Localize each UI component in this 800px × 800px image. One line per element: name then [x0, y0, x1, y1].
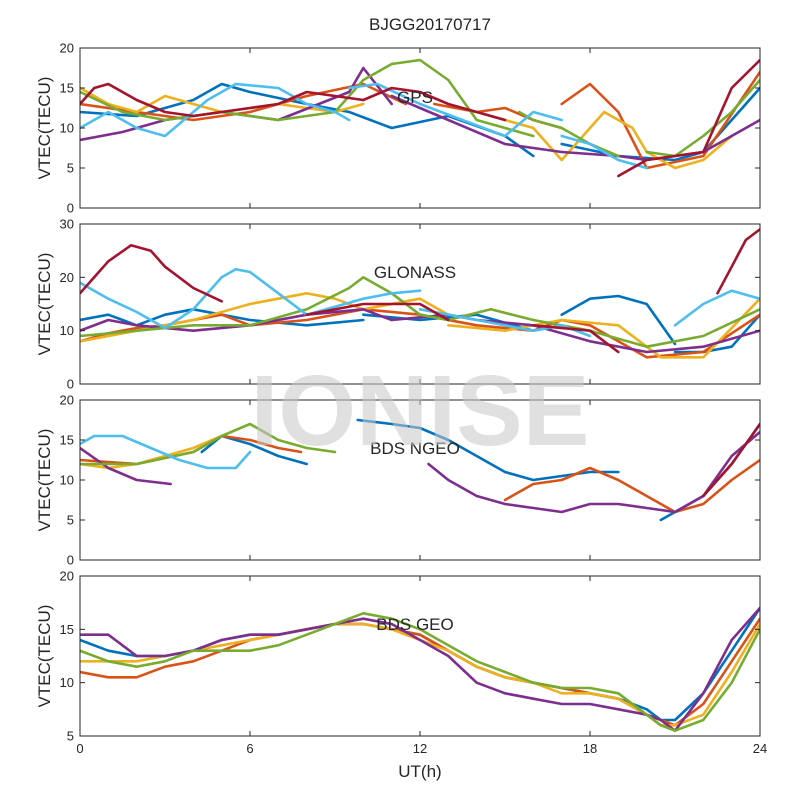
series-line-17	[673, 289, 760, 327]
panel-label: GLONASS	[374, 263, 456, 282]
series-line-10	[701, 422, 760, 498]
series-line-15	[347, 82, 564, 138]
y-tick-label: 20	[60, 569, 74, 584]
series-line-9	[80, 434, 252, 470]
series-line-18	[80, 244, 223, 303]
series-group	[80, 58, 760, 178]
series-line-16	[560, 134, 649, 170]
series-line-4	[503, 458, 760, 514]
series-line-8	[80, 66, 394, 142]
series-line-12	[390, 291, 535, 322]
series-line-8	[80, 422, 337, 466]
y-tick-label: 0	[67, 201, 74, 216]
series-line-2	[560, 294, 677, 346]
series-line-3	[673, 313, 760, 354]
y-axis-label: VTEC(TECU)	[35, 253, 54, 356]
y-axis-label: VTEC(TECU)	[35, 429, 54, 532]
series-line-13	[531, 307, 760, 349]
y-tick-label: 15	[60, 81, 74, 96]
x-tick-label: 24	[753, 741, 767, 756]
series-line-6	[80, 446, 172, 486]
panel-label: BDS GEO	[376, 615, 453, 634]
x-tick-label: 6	[246, 741, 253, 756]
y-tick-label: 10	[60, 323, 74, 338]
series-line-4	[80, 611, 760, 733]
series-line-20	[531, 323, 620, 354]
series-line-19	[616, 58, 760, 178]
subplot-0: 0 5 10 15 20 VTEC(TECU) GPS	[35, 41, 761, 216]
series-line-2	[560, 86, 760, 162]
y-tick-label: 5	[67, 161, 74, 176]
axes-box	[79, 47, 761, 209]
y-tick-label: 10	[60, 473, 74, 488]
x-tick-label: 0	[76, 741, 83, 756]
series-line-5	[560, 70, 760, 170]
series-line-19	[305, 302, 450, 322]
subplot-2: 0 5 10 15 20 VTEC(TECU) BDS NGEO	[35, 393, 761, 568]
series-line-11	[80, 275, 394, 338]
watermark: IONISE	[251, 355, 590, 467]
subplot-3: 0 6 12 18 24 5 10 15 20 VTEC(TECU) BDS GEO	[35, 569, 767, 757]
figure-title: BJGG20170717	[369, 15, 491, 34]
series-line-15	[305, 289, 422, 317]
series-line-7	[475, 110, 734, 170]
series-line-12	[645, 78, 760, 158]
y-tick-label: 20	[60, 393, 74, 408]
y-tick-label: 15	[60, 622, 74, 637]
series-line-0	[200, 434, 309, 466]
series-line-13	[80, 82, 238, 138]
series-group	[80, 418, 760, 522]
series-line-21	[716, 228, 760, 295]
y-tick-label: 0	[67, 377, 74, 392]
y-tick-label: 15	[60, 433, 74, 448]
x-tick-label: 18	[583, 741, 597, 756]
y-tick-label: 30	[60, 217, 74, 232]
y-tick-label: 10	[60, 121, 74, 136]
series-group	[80, 606, 760, 733]
y-axis-label: VTEC(TECU)	[35, 605, 54, 708]
series-group	[80, 228, 760, 359]
y-tick-label: 20	[60, 270, 74, 285]
y-tick-label: 5	[67, 729, 74, 744]
series-line-17	[80, 82, 365, 118]
x-axis-label: UT(h)	[398, 762, 441, 781]
series-line-8	[446, 297, 760, 359]
series-line-3	[80, 606, 760, 733]
y-tick-label: 20	[60, 41, 74, 56]
series-line-9	[80, 307, 394, 333]
subplot-1: 0 10 20 30 VTEC(TECU) GLONASS	[35, 217, 761, 392]
series-line-18	[361, 86, 507, 122]
panel-label: GPS	[397, 88, 433, 107]
y-tick-label: 10	[60, 675, 74, 690]
series-line-1	[80, 617, 760, 727]
series-line-10	[80, 58, 535, 138]
series-line-14	[234, 82, 351, 122]
x-tick-label: 12	[413, 741, 427, 756]
y-axis-label: VTEC(TECU)	[35, 77, 54, 180]
panel-label: BDS NGEO	[370, 439, 460, 458]
y-tick-label: 0	[67, 553, 74, 568]
y-tick-label: 5	[67, 513, 74, 528]
